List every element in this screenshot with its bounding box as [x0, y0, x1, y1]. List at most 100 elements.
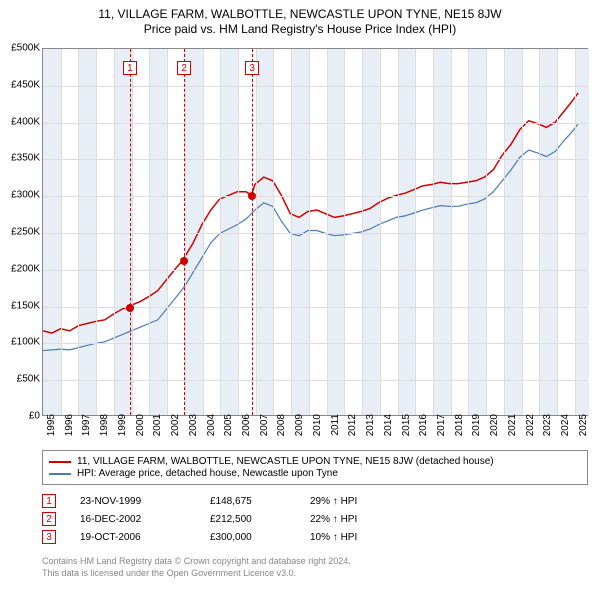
x-axis-label: 2007 [259, 414, 270, 444]
gridline-v [468, 49, 469, 415]
footnote-line: Contains HM Land Registry data © Crown c… [42, 556, 351, 568]
y-axis-label: £250K [0, 227, 40, 238]
event-line [130, 49, 131, 415]
event-badge: 1 [42, 494, 56, 508]
event-price: £212,500 [210, 514, 310, 525]
event-badge: 3 [42, 530, 56, 544]
event-badge: 3 [245, 61, 259, 75]
gridline-v [539, 49, 540, 415]
x-axis-label: 2017 [436, 414, 447, 444]
x-axis-label: 2004 [206, 414, 217, 444]
y-axis-label: £0 [0, 411, 40, 422]
y-axis-label: £400K [0, 116, 40, 127]
gridline-v [220, 49, 221, 415]
gridline-v [344, 49, 345, 415]
legend-row: HPI: Average price, detached house, Newc… [49, 468, 581, 479]
x-axis-label: 1997 [81, 414, 92, 444]
event-row: 216-DEC-2002£212,50022% ↑ HPI [42, 512, 588, 526]
event-line [184, 49, 185, 415]
x-axis-label: 1998 [99, 414, 110, 444]
chart-lines [43, 49, 587, 415]
series-line [43, 124, 578, 351]
y-axis-label: £50K [0, 374, 40, 385]
gridline-v [132, 49, 133, 415]
event-dot [180, 257, 188, 265]
gridline-h [43, 270, 587, 271]
x-axis-label: 2024 [560, 414, 571, 444]
event-row: 1 23-NOV-1999£148,67529% ↑ HPI [42, 494, 588, 508]
gridline-h [43, 380, 587, 381]
legend: 11, VILLAGE FARM, WALBOTTLE, NEWCASTLE U… [42, 450, 588, 485]
x-axis-label: 2012 [347, 414, 358, 444]
event-line [252, 49, 253, 415]
y-axis-label: £500K [0, 43, 40, 54]
gridline-v [451, 49, 452, 415]
x-axis-label: 2018 [454, 414, 465, 444]
y-axis-label: £350K [0, 153, 40, 164]
gridline-v [327, 49, 328, 415]
x-axis-label: 2011 [330, 414, 341, 444]
gridline-v [433, 49, 434, 415]
gridline-v [575, 49, 576, 415]
gridline-h [43, 86, 587, 87]
gridline-v [238, 49, 239, 415]
x-axis-label: 2009 [294, 414, 305, 444]
legend-swatch [49, 461, 71, 463]
event-date: 19-OCT-2006 [80, 532, 210, 543]
gridline-v [273, 49, 274, 415]
gridline-h [43, 233, 587, 234]
gridline-v [61, 49, 62, 415]
y-axis-label: £100K [0, 337, 40, 348]
title-line-2: Price paid vs. HM Land Registry's House … [0, 22, 600, 36]
gridline-h [43, 196, 587, 197]
events-table: 123-NOV-1999£148,67529% ↑ HPI216-DEC-200… [42, 494, 588, 548]
x-axis-label: 2025 [578, 414, 589, 444]
gridline-h [43, 123, 587, 124]
gridline-v [114, 49, 115, 415]
chart-plot-area: 123 [42, 48, 588, 416]
x-axis-label: 2022 [525, 414, 536, 444]
x-axis-label: 2000 [135, 414, 146, 444]
gridline-v [380, 49, 381, 415]
event-price: £148,675 [210, 496, 310, 507]
event-delta: 29% ↑ HPI [310, 496, 357, 507]
y-axis-label: £450K [0, 79, 40, 90]
y-axis-label: £200K [0, 263, 40, 274]
x-axis-label: 2019 [471, 414, 482, 444]
gridline-v [96, 49, 97, 415]
title-block: 11, VILLAGE FARM, WALBOTTLE, NEWCASTLE U… [0, 0, 600, 36]
gridline-v [362, 49, 363, 415]
event-dot [126, 304, 134, 312]
legend-row: 11, VILLAGE FARM, WALBOTTLE, NEWCASTLE U… [49, 456, 581, 467]
x-axis-label: 1995 [46, 414, 57, 444]
x-axis-label: 2010 [312, 414, 323, 444]
gridline-h [43, 159, 587, 160]
event-delta: 22% ↑ HPI [310, 514, 357, 525]
footnote: Contains HM Land Registry data © Crown c… [42, 556, 351, 579]
gridline-h [43, 307, 587, 308]
gridline-v [557, 49, 558, 415]
footnote-line: This data is licensed under the Open Gov… [42, 568, 351, 580]
gridline-v [78, 49, 79, 415]
legend-swatch [49, 473, 71, 475]
gridline-v [291, 49, 292, 415]
gridline-v [415, 49, 416, 415]
event-badge: 1 [123, 61, 137, 75]
event-badge: 2 [42, 512, 56, 526]
x-axis-label: 2013 [365, 414, 376, 444]
gridline-v [149, 49, 150, 415]
event-price: £300,000 [210, 532, 310, 543]
gridline-v [203, 49, 204, 415]
event-dot [248, 192, 256, 200]
gridline-v [486, 49, 487, 415]
event-date: 23-NOV-1999 [80, 496, 210, 507]
x-axis-label: 2023 [542, 414, 553, 444]
x-axis-label: 1999 [117, 414, 128, 444]
series-line [43, 93, 578, 333]
legend-label: HPI: Average price, detached house, Newc… [77, 468, 338, 479]
gridline-v [309, 49, 310, 415]
x-axis-label: 2020 [489, 414, 500, 444]
gridline-v [398, 49, 399, 415]
gridline-v [167, 49, 168, 415]
gridline-v [256, 49, 257, 415]
